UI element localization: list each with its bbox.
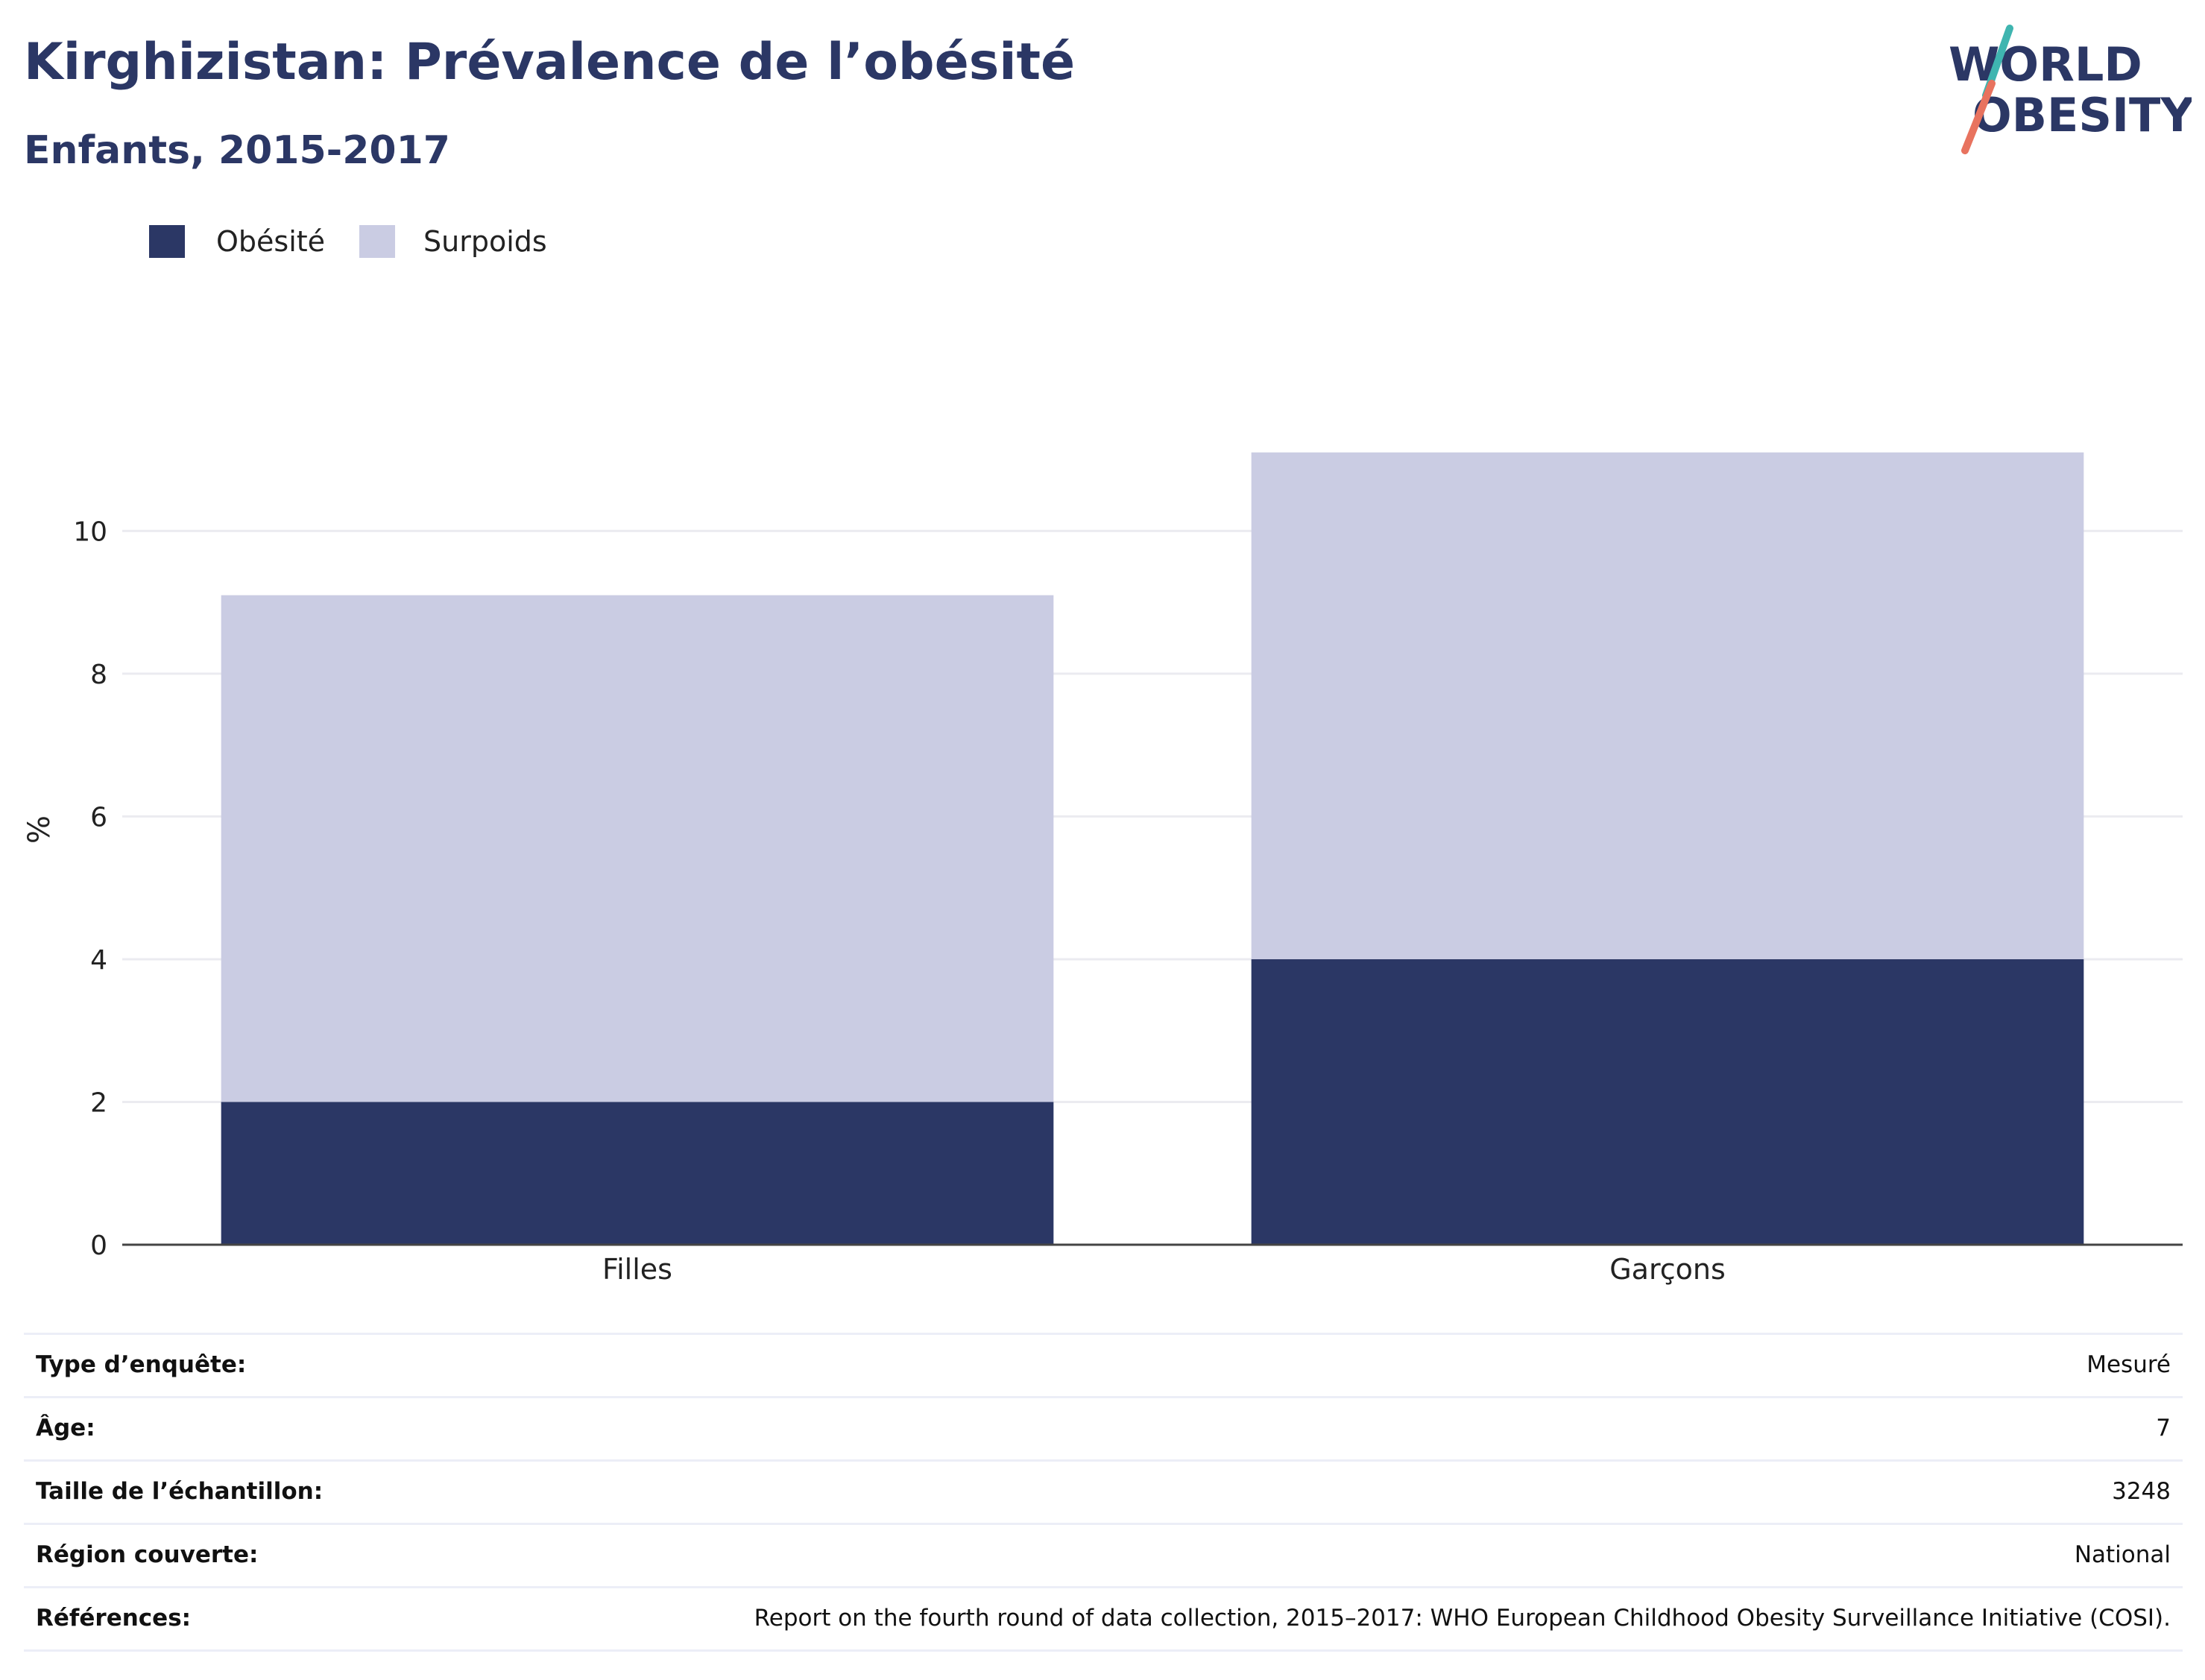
- world-obesity-logo: WORLD OBESITY: [1949, 25, 2192, 154]
- y-tick-label: 8: [90, 660, 107, 690]
- y-tick-label: 6: [90, 802, 107, 833]
- info-table: Type d’enquête: Mesuré Âge: 7 Taille de …: [24, 1333, 2183, 1652]
- info-value: Report on the fourth round of data colle…: [754, 1605, 2171, 1632]
- info-label: Taille de l’échantillon:: [36, 1478, 324, 1505]
- info-value: Mesuré: [2086, 1351, 2171, 1378]
- y-tick-label: 10: [73, 517, 107, 547]
- bar-obesite: [221, 1102, 1054, 1245]
- info-label: Région couverte:: [36, 1541, 259, 1568]
- bar-chart: 0 2 4 6 8 10 Filles Garçons: [73, 452, 2183, 1286]
- info-value: 7: [2156, 1415, 2171, 1441]
- info-row-survey-type: Type d’enquête: Mesuré: [24, 1333, 2183, 1396]
- info-label: Âge:: [36, 1415, 95, 1441]
- logo-slash-red: [1961, 80, 1996, 154]
- bar-surpoids: [221, 595, 1054, 1102]
- logo-word-world: WORLD: [1949, 37, 2142, 92]
- info-label: Références:: [36, 1605, 192, 1632]
- info-row-sample-size: Taille de l’échantillon: 3248: [24, 1459, 2183, 1523]
- logo-word-obesity: OBESITY: [1972, 88, 2192, 142]
- info-row-region: Région couverte: National: [24, 1523, 2183, 1586]
- y-tick-label: 2: [90, 1087, 107, 1118]
- info-row-age: Âge: 7: [24, 1396, 2183, 1459]
- bar-obesite: [1251, 959, 2084, 1245]
- legend-swatch-obesite: [149, 225, 185, 258]
- legend-label-surpoids: Surpoids: [423, 225, 547, 258]
- info-label: Type d’enquête:: [36, 1351, 247, 1378]
- x-tick-label: Filles: [602, 1253, 672, 1286]
- chart-subtitle: Enfants, 2015-2017: [24, 128, 450, 173]
- chart-title: Kirghizistan: Prévalence de l’obésité: [24, 33, 1076, 92]
- info-value: National: [2074, 1541, 2171, 1568]
- y-tick-label: 0: [90, 1231, 107, 1261]
- x-tick-label: Garçons: [1609, 1253, 1726, 1286]
- legend-label-obesite: Obésité: [216, 225, 326, 258]
- y-tick-label: 4: [90, 945, 107, 976]
- legend-swatch-surpoids: [359, 225, 395, 258]
- info-value: 3248: [2112, 1478, 2171, 1505]
- info-row-references: Références: Report on the fourth round o…: [24, 1586, 2183, 1652]
- bar-surpoids: [1251, 452, 2084, 959]
